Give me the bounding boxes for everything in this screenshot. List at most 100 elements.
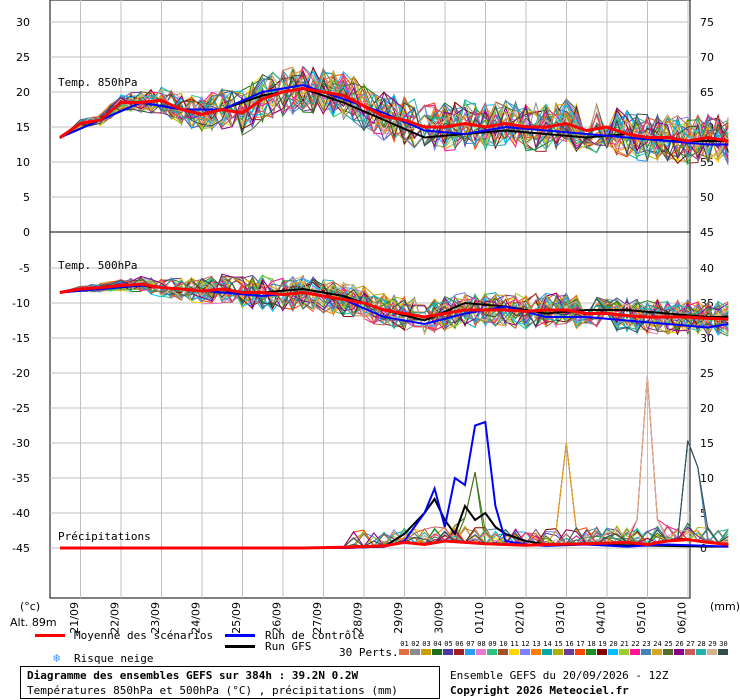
y-tick-label: -20	[12, 367, 30, 380]
y2-tick-label: 25	[700, 367, 714, 380]
x-tick-label: 26/09	[271, 602, 284, 634]
mean-series-line	[59, 86, 729, 143]
ensemble-member-line	[59, 73, 729, 166]
mean-series-line	[60, 538, 729, 550]
x-tick-label: 27/09	[311, 602, 324, 634]
x-tick-label: 25/09	[230, 602, 243, 634]
pert-legend-swatch	[421, 649, 431, 655]
pert-legend-label: 10	[499, 640, 508, 648]
ensemble-member-line	[60, 376, 729, 549]
ensemble-member-line	[60, 376, 729, 549]
pert-legend-item: 03	[421, 640, 432, 655]
pert-legend-label: 22	[631, 640, 640, 648]
pert-legend-label: 30	[719, 640, 728, 648]
y-tick-label: 10	[16, 156, 30, 169]
pert-legend-item: 13	[531, 640, 542, 655]
pert-legend-label: 28	[697, 640, 706, 648]
x-tick-label: 28/09	[352, 602, 365, 634]
pert-legend-item: 14	[542, 640, 553, 655]
pert-legend-label: 24	[653, 640, 662, 648]
pert-legend-swatch	[476, 649, 486, 655]
y2-tick-label: 0	[700, 542, 707, 555]
pert-legend-swatch	[575, 649, 585, 655]
x-tick-label: 06/10	[676, 602, 689, 634]
pert-legend-label: 03	[422, 640, 431, 648]
pert-legend-item: 25	[663, 640, 674, 655]
pert-legend-swatch	[465, 649, 475, 655]
pert-legend-label: 01	[400, 640, 409, 648]
pert-legend-item: 12	[520, 640, 531, 655]
footer-subtitle: Températures 850hPa et 500hPa (°C) , pré…	[27, 684, 398, 697]
x-tick-label: 05/10	[635, 602, 648, 634]
pert-legend-label: 15	[554, 640, 563, 648]
mean-series-line	[59, 282, 729, 321]
y2-tick-label: 50	[700, 191, 714, 204]
ensemble-member-line	[59, 74, 729, 162]
y2-tick-label: 70	[700, 51, 714, 64]
x-tick-label: 24/09	[190, 602, 203, 634]
pert-legend-swatch	[685, 649, 695, 655]
pert-legend-item: 18	[586, 640, 597, 655]
pert-legend-label: 08	[477, 640, 486, 648]
x-tick-label: 01/10	[473, 602, 486, 634]
y-tick-label: -10	[12, 297, 30, 310]
pert-legend-swatch	[619, 649, 629, 655]
pert-legend-item: 01	[399, 640, 410, 655]
pert-legend-swatch	[608, 649, 618, 655]
y-tick-label: 0	[23, 226, 30, 239]
legend-control-line	[225, 634, 255, 637]
pert-legend-swatch	[410, 649, 420, 655]
y2-tick-label: 10	[700, 472, 714, 485]
footer-copyright: Copyright 2026 Meteociel.fr	[450, 684, 629, 697]
y2-tick-label: 5	[700, 507, 707, 520]
pert-legend-item: 26	[674, 640, 685, 655]
pert-legend-item: 16	[564, 640, 575, 655]
pert-legend-item: 15	[553, 640, 564, 655]
y-tick-label: -40	[12, 507, 30, 520]
pert-legend-item: 17	[575, 640, 586, 655]
x-tick-label: 22/09	[109, 602, 122, 634]
pert-legend-label: 16	[565, 640, 574, 648]
x-tick-label: 23/09	[149, 602, 162, 634]
control-series-line	[59, 83, 729, 146]
pert-legend-label: 27	[686, 640, 695, 648]
perturbation-legend: 01 02 03 04 05 06 07 08 09 10 11 12 13 14 15 16 17 18 19 20…	[399, 640, 730, 660]
y-tick-label: 20	[16, 86, 30, 99]
pert-legend-label: 07	[466, 640, 475, 648]
pert-legend-swatch	[399, 649, 409, 655]
pert-legend-swatch	[553, 649, 563, 655]
pert-legend-item: 23	[641, 640, 652, 655]
pert-legend-label: 05	[444, 640, 453, 648]
pert-legend-swatch	[443, 649, 453, 655]
pert-legend-label: 20	[609, 640, 618, 648]
pert-legend-swatch	[531, 649, 541, 655]
legend-mean-label: Moyenne des scénarios	[74, 629, 214, 642]
legend-snow-label: Risque neige	[74, 652, 154, 665]
y-tick-label: -5	[19, 262, 30, 275]
pert-legend-swatch	[652, 649, 662, 655]
y2-tick-label: 15	[700, 437, 714, 450]
ensemble-member-line	[60, 376, 729, 549]
pert-legend-label: 21	[620, 640, 629, 648]
pert-legend-label: 25	[664, 640, 673, 648]
pert-legend-item: 19	[597, 640, 608, 655]
pert-legend-item: 30	[718, 640, 729, 655]
y-tick-label: 15	[16, 121, 30, 134]
pert-legend-label: 19	[598, 640, 607, 648]
legend-gfs-line	[225, 645, 255, 648]
x-tick-label: 21/09	[68, 602, 81, 634]
pert-legend-label: 02	[411, 640, 420, 648]
altitude-label: Alt. 89m	[10, 616, 57, 629]
footer-title: Diagramme des ensembles GEFS sur 384h : …	[27, 669, 359, 682]
pert-legend-swatch	[454, 649, 464, 655]
ensemble-member-line	[60, 376, 729, 549]
snow-icon: ❄	[53, 651, 61, 665]
pert-legend-label: 17	[576, 640, 585, 648]
pert-legend-swatch	[542, 649, 552, 655]
units-right: (mm)	[710, 600, 740, 613]
pert-legend-label: 26	[675, 640, 684, 648]
x-tick-label: 30/09	[433, 602, 446, 634]
pert-legend-swatch	[586, 649, 596, 655]
pert-legend-swatch	[520, 649, 530, 655]
